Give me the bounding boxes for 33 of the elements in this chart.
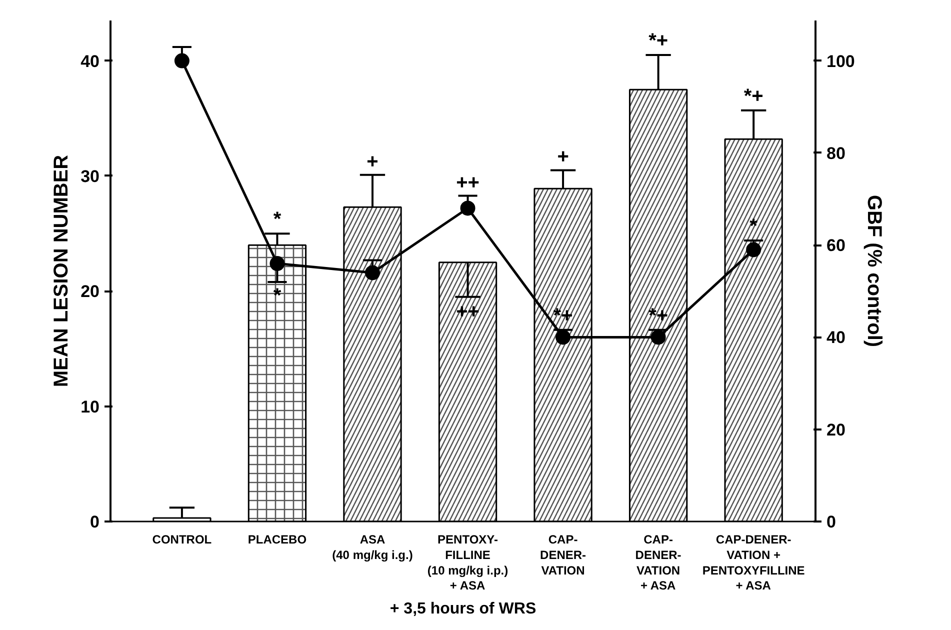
x-tick-label: PLACEBO xyxy=(248,532,307,546)
x-tick-label: ASA (40 mg/kg i.g.) xyxy=(332,532,413,562)
annotation: *+ xyxy=(744,85,764,108)
y2-axis-title: GBF (% control) xyxy=(862,194,885,348)
x-tick-label: CAP-DENER- VATION + PENTOXYFILLINE + ASA xyxy=(702,532,805,593)
text: + 3,5 hours of WRS xyxy=(390,600,536,618)
y2-tick-label: 80 xyxy=(826,144,846,163)
y-tick-label: 10 xyxy=(80,397,100,416)
point xyxy=(174,53,190,68)
annotation: ++ xyxy=(456,172,480,194)
annotation: * xyxy=(273,208,282,231)
y-axis-title: MEAN LESION NUMBER xyxy=(50,154,73,388)
y-tick-label: 0 xyxy=(90,512,100,532)
point xyxy=(460,200,476,216)
point xyxy=(556,330,571,345)
x-tick-label: PENTOXY- FILLINE (10 mg/kg i.p.) + ASA xyxy=(427,532,508,593)
annotation: + xyxy=(366,150,378,173)
annotation: + xyxy=(557,146,569,168)
y2-tick-label: 0 xyxy=(826,512,836,532)
y2-tick-label: 60 xyxy=(826,236,846,256)
x-tick-label: CONTROL xyxy=(152,532,212,546)
x-tick-label: CAP- DENER- VATION + ASA xyxy=(635,532,682,593)
y-tick-label: 20 xyxy=(80,282,100,302)
y2-tick-label: 20 xyxy=(826,420,846,440)
x-tick-label: CAP- DENER- VATION xyxy=(540,532,586,578)
point xyxy=(364,265,380,280)
annotation: *+ xyxy=(648,30,668,52)
y-tick-label: 30 xyxy=(80,166,100,186)
y2-tick-label: 40 xyxy=(826,328,846,348)
point xyxy=(270,256,285,271)
point xyxy=(650,330,666,345)
y-tick-label: 40 xyxy=(80,52,100,71)
y2-tick-label: 100 xyxy=(826,52,855,71)
